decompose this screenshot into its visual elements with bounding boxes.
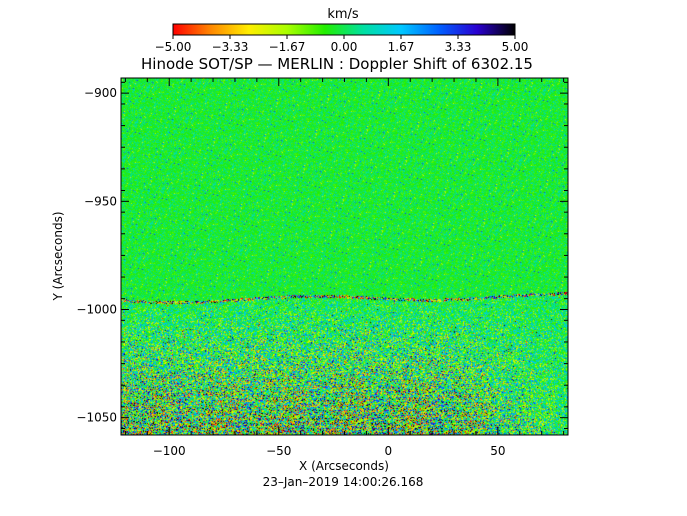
plot-title: Hinode SOT/SP — MERLIN : Doppler Shift o… [141, 55, 533, 73]
colorbar-tick-label: 0.00 [331, 40, 358, 54]
y-tick-label: −900 [84, 86, 117, 100]
y-tick-label: −1000 [76, 303, 117, 317]
doppler-raster [121, 78, 568, 435]
colorbar-tick-label: −1.67 [269, 40, 306, 54]
doppler-image [121, 78, 568, 435]
y-axis-label: Y (Arcseconds) [51, 211, 65, 301]
colorbar-tick-label: 1.67 [388, 40, 415, 54]
timestamp: 23–Jan–2019 14:00:26.168 [263, 475, 424, 489]
colorbar-unit-label: km/s [327, 7, 359, 22]
y-tick-label: −1050 [76, 411, 117, 425]
colorbar [173, 24, 515, 35]
x-axis-label: X (Arcseconds) [299, 459, 389, 473]
y-tick-label: −950 [84, 194, 117, 208]
colorbar-tick-label: 3.33 [445, 40, 472, 54]
colorbar-ticks: −5.00 −3.33 −1.67 0.00 1.67 3.33 5.00 [155, 35, 529, 54]
x-tick-label: 50 [490, 444, 505, 458]
y-axis-ticks: −900 −950 −1000 −1050 [76, 81, 568, 430]
colorbar-tick-label: 5.00 [502, 40, 529, 54]
x-tick-label: −100 [153, 444, 186, 458]
x-tick-label: −50 [266, 444, 291, 458]
x-axis-ticks: −100 −50 0 50 [124, 78, 565, 458]
colorbar-tick-label: −5.00 [155, 40, 192, 54]
colorbar-tick-label: −3.33 [212, 40, 249, 54]
x-tick-label: 0 [385, 444, 393, 458]
colorbar-gradient [173, 24, 515, 35]
